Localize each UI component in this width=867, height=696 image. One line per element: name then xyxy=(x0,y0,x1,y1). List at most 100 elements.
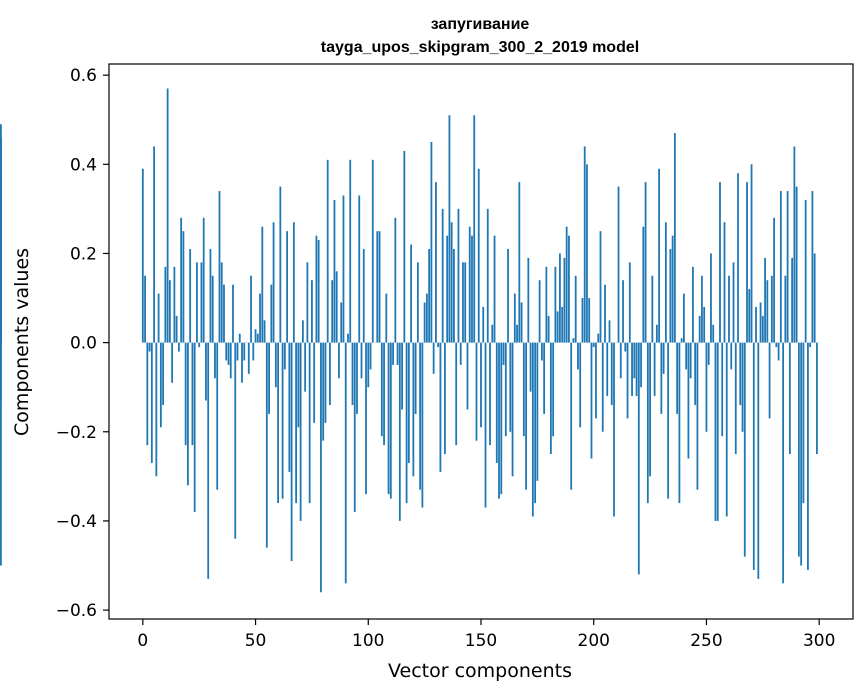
bar-51 xyxy=(256,333,259,343)
bar-34 xyxy=(218,191,221,343)
x-tick-label: 200 xyxy=(578,631,610,651)
bar-82 xyxy=(326,159,329,343)
bar-186 xyxy=(561,306,564,343)
bar-68 xyxy=(295,342,298,504)
y-axis-ticks: −0.6 −0.4 −0.2 0.0 0.2 0.4 0.6 xyxy=(56,66,109,621)
bar-187 xyxy=(563,257,566,343)
bar-297 xyxy=(811,191,814,343)
bar-151 xyxy=(482,306,485,343)
bar-137 xyxy=(450,222,453,343)
bar-92 xyxy=(349,159,352,343)
bar-271 xyxy=(752,342,755,570)
bar-8 xyxy=(159,342,162,428)
bar-25 xyxy=(198,342,201,348)
bar-176 xyxy=(538,280,541,343)
bar-114 xyxy=(398,342,401,521)
bar-169 xyxy=(522,342,525,437)
bar-289 xyxy=(793,146,796,343)
bar-125 xyxy=(423,302,426,343)
bar-192 xyxy=(574,275,577,343)
bar-224 xyxy=(646,342,649,504)
bar-75 xyxy=(311,280,313,343)
bar-250 xyxy=(705,342,708,432)
bar-139 xyxy=(455,342,458,446)
bar-269 xyxy=(748,289,751,343)
bar-58 xyxy=(272,222,275,343)
bar-222 xyxy=(642,226,645,343)
bar-130 xyxy=(435,182,437,343)
bar-29 xyxy=(207,342,210,579)
bar-15 xyxy=(175,315,178,343)
bar-124 xyxy=(421,342,424,508)
bar-190 xyxy=(570,342,573,490)
x-tick-label: 150 xyxy=(465,631,497,651)
bar-255 xyxy=(716,342,719,521)
bar-194 xyxy=(579,342,582,428)
bar-91 xyxy=(347,333,349,343)
bar-158 xyxy=(498,342,500,499)
bar-112 xyxy=(394,217,397,343)
bar-179 xyxy=(545,266,548,343)
bar-299 xyxy=(816,342,818,455)
bar-123 xyxy=(419,342,422,490)
bar-109 xyxy=(387,342,390,495)
bar-33 xyxy=(216,342,219,490)
bar-129 xyxy=(432,342,435,374)
bar-134 xyxy=(444,342,446,455)
bar-211 xyxy=(617,186,620,343)
bar-242 xyxy=(687,342,690,459)
bar-191 xyxy=(572,338,575,343)
bar-218 xyxy=(633,342,636,379)
x-tick-label: 0 xyxy=(137,631,148,651)
bar-193 xyxy=(577,342,579,370)
bar-199 xyxy=(590,342,593,459)
bar-70 xyxy=(299,342,302,521)
bar-132 xyxy=(439,342,442,472)
bar-293 xyxy=(802,342,805,504)
bar-31 xyxy=(211,275,214,343)
bar-279 xyxy=(770,275,773,343)
bar-133 xyxy=(441,208,444,343)
bar-136 xyxy=(448,115,451,343)
bar-104 xyxy=(376,231,379,343)
bar-268 xyxy=(746,182,748,343)
bar-61 xyxy=(279,186,282,343)
bar-163 xyxy=(509,342,512,432)
bar-series xyxy=(0,88,818,593)
bar-36 xyxy=(223,284,225,343)
bar-231 xyxy=(662,342,665,374)
bar-164 xyxy=(511,342,514,477)
bar-144 xyxy=(466,342,469,410)
bar-81 xyxy=(324,342,327,423)
bar-117 xyxy=(405,342,408,504)
bar-49 xyxy=(252,342,255,361)
bar-254 xyxy=(714,342,717,521)
bar-291 xyxy=(797,342,800,557)
bar-202 xyxy=(597,333,600,343)
bar-219 xyxy=(635,342,638,397)
bar-249 xyxy=(703,306,706,343)
bar-180 xyxy=(547,315,550,343)
bar-83 xyxy=(329,342,331,406)
bar-71 xyxy=(301,320,304,343)
bar-230 xyxy=(660,342,663,414)
bar-203 xyxy=(599,231,602,343)
bar-84 xyxy=(331,280,334,343)
bar-76 xyxy=(313,342,316,423)
bar-286 xyxy=(786,191,789,343)
bar-78 xyxy=(317,240,320,343)
bar-276 xyxy=(764,257,766,343)
bar-142 xyxy=(462,262,464,343)
bar-27 xyxy=(202,217,205,343)
bar-2 xyxy=(146,342,149,446)
bar-86 xyxy=(335,271,338,343)
bar-96 xyxy=(358,195,361,343)
bar-235 xyxy=(671,235,674,343)
bar-107 xyxy=(383,342,385,446)
bar-47 xyxy=(247,342,250,374)
bar-59 xyxy=(274,342,277,388)
bar-135 xyxy=(446,235,449,343)
bar-155 xyxy=(491,324,494,343)
bar-246 xyxy=(696,342,699,490)
bar-159 xyxy=(500,342,503,495)
